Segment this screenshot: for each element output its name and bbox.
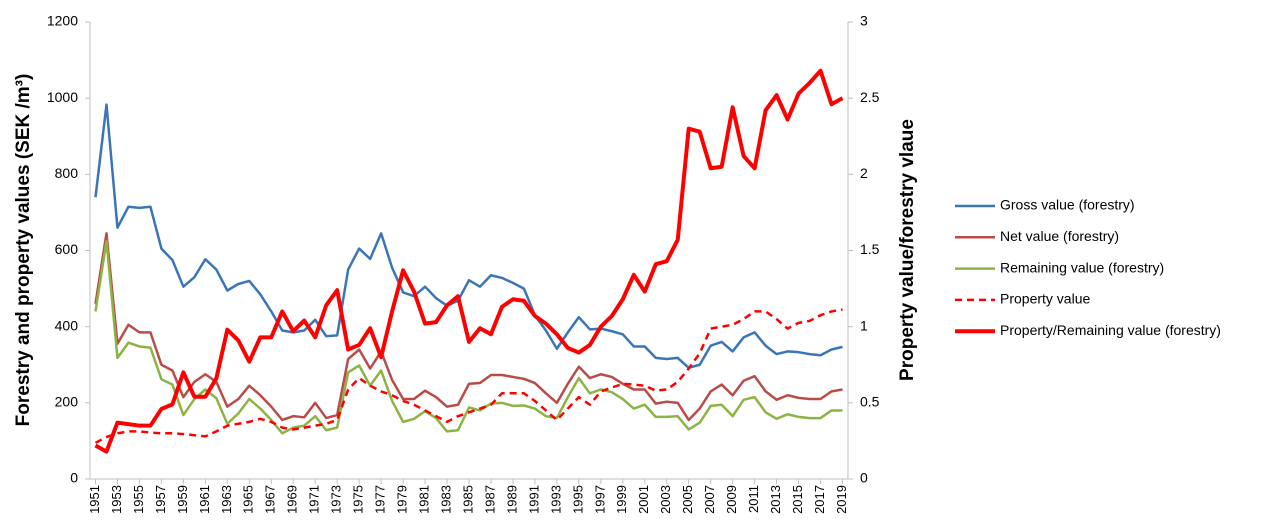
legend-label: Property value (1000, 291, 1090, 307)
legend-label: Remaining value (forestry) (1000, 259, 1164, 275)
x-tick-label: 1959 (175, 485, 190, 514)
y-tick-label: 1200 (47, 13, 78, 29)
x-tick-label: 1955 (131, 485, 146, 514)
x-tick-label: 1975 (351, 485, 366, 514)
y2-tick-label: 2.5 (860, 89, 880, 105)
y-tick-label: 0 (70, 470, 78, 486)
x-tick-label: 2003 (658, 485, 673, 514)
x-tick-label: 1957 (153, 485, 168, 514)
series-line (94, 103, 843, 370)
y2-tick-label: 0.5 (860, 394, 880, 410)
x-tick-label: 1983 (438, 485, 453, 514)
x-tick-label: 2005 (680, 485, 695, 514)
x-tick-label: 2011 (746, 485, 761, 513)
x-tick-label: 1965 (241, 485, 256, 514)
x-tick-label: 1997 (592, 485, 607, 514)
x-tick-label: 1953 (109, 485, 124, 514)
y2-axis-title: Property value/forestry vlaue (897, 119, 918, 381)
y-tick-label: 1000 (47, 89, 78, 105)
x-tick-label: 1969 (285, 485, 300, 514)
x-tick-label: 1991 (526, 485, 541, 514)
y-tick-label: 600 (55, 241, 79, 257)
x-tick-label: 1993 (548, 485, 563, 514)
x-tick-label: 1951 (87, 485, 102, 514)
x-tick-label: 2019 (834, 485, 849, 514)
legend-label: Net value (forestry) (1000, 228, 1119, 244)
x-tick-label: 2015 (790, 485, 805, 514)
x-tick-label: 1995 (570, 485, 585, 514)
x-tick-label: 1999 (614, 485, 629, 514)
y2-tick-label: 0 (860, 470, 868, 486)
x-tick-label: 1981 (416, 485, 431, 514)
y2-tick-label: 1 (860, 317, 868, 333)
x-tick-label: 1989 (504, 485, 519, 514)
y-tick-label: 800 (55, 165, 79, 181)
x-tick-label: 1961 (197, 485, 212, 514)
x-tick-label: 1963 (219, 485, 234, 514)
y2-tick-label: 3 (860, 13, 868, 29)
series-line (94, 68, 844, 454)
x-tick-label: 2001 (636, 485, 651, 514)
x-tick-label: 2017 (812, 485, 827, 514)
y-axis-title: Forestry and property values (SEK /m³) (13, 74, 34, 427)
x-tick-label: 1967 (263, 485, 278, 514)
legend-label: Property/Remaining value (forestry) (1000, 322, 1221, 338)
y2-tick-label: 2 (860, 165, 868, 181)
legend-label: Gross value (forestry) (1000, 197, 1135, 213)
y-tick-label: 200 (55, 394, 79, 410)
x-tick-label: 2013 (768, 485, 783, 514)
series-line (94, 308, 843, 444)
y2-tick-label: 1.5 (860, 241, 880, 257)
series-line (94, 232, 843, 422)
x-tick-label: 2009 (724, 485, 739, 514)
x-tick-label: 1979 (395, 485, 410, 514)
x-tick-label: 2007 (702, 485, 717, 514)
x-tick-label: 1985 (460, 485, 475, 514)
x-tick-label: 1987 (482, 485, 497, 514)
x-tick-label: 1973 (329, 485, 344, 514)
x-tick-label: 1977 (373, 485, 388, 514)
series-line (94, 239, 843, 435)
y-tick-label: 400 (55, 317, 79, 333)
x-tick-label: 1971 (307, 485, 322, 514)
